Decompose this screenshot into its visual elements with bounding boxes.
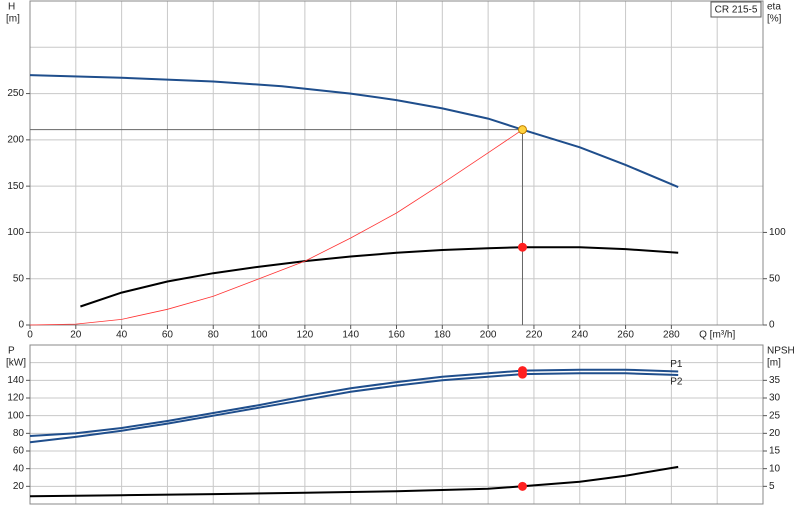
x-tick-label: 180 <box>434 330 451 341</box>
x-tick-label: 200 <box>480 330 497 341</box>
x-tick-label: 140 <box>342 330 359 341</box>
y2-axis-label: NPSH <box>767 346 795 357</box>
series-label: P1 <box>670 359 683 370</box>
y-tick-label: 50 <box>13 273 25 284</box>
x-tick-label: 220 <box>526 330 543 341</box>
y-tick-label: 120 <box>7 393 24 404</box>
operating-point <box>517 481 527 491</box>
y-tick-label: 150 <box>7 181 24 192</box>
series-line <box>80 246 679 308</box>
x-tick-label: 20 <box>70 330 82 341</box>
x-tick-label: 240 <box>571 330 588 341</box>
x-tick-label: 120 <box>297 330 314 341</box>
plot-frame <box>29 344 764 505</box>
y-axis-label: P <box>8 346 15 357</box>
y-tick-label: 250 <box>7 88 24 99</box>
operating-point <box>517 369 527 379</box>
series-line <box>29 368 679 437</box>
series-label: P2 <box>670 377 683 388</box>
x-tick-label: 80 <box>208 330 220 341</box>
x-tick-label: 160 <box>388 330 405 341</box>
y-tick-label: 100 <box>7 227 24 238</box>
y2-tick-label: 5 <box>769 481 775 492</box>
x-tick-label: 0 <box>27 330 33 341</box>
y2-axis-unit: [%] <box>767 14 782 25</box>
series-line <box>29 372 679 444</box>
series-line <box>29 129 523 326</box>
y-axis-label: H <box>8 2 15 13</box>
y-tick-label: 40 <box>13 463 25 474</box>
y2-tick-label: 25 <box>769 410 781 421</box>
y2-tick-label: 10 <box>769 463 781 474</box>
x-tick-label: 60 <box>162 330 174 341</box>
y-tick-label: 80 <box>13 428 25 439</box>
y2-tick-label: 20 <box>769 428 781 439</box>
x-axis-label: Q [m³/h] <box>699 330 735 341</box>
y2-tick-label: 30 <box>769 393 781 404</box>
y2-tick-label: 35 <box>769 375 781 386</box>
y-tick-label: 60 <box>13 446 25 457</box>
y2-axis-label: eta <box>767 2 781 13</box>
x-tick-label: 40 <box>116 330 128 341</box>
y-axis-unit: [kW] <box>6 358 26 369</box>
y-tick-label: 20 <box>13 481 25 492</box>
y-axis-unit: [m] <box>6 14 20 25</box>
y-tick-label: 140 <box>7 375 24 386</box>
legend-label: CR 215-5 <box>715 5 758 16</box>
y2-tick-label: 15 <box>769 446 781 457</box>
operating-point <box>517 242 527 252</box>
legend-box <box>710 1 762 18</box>
series-line <box>29 74 679 189</box>
operating-point <box>517 125 527 135</box>
y2-tick-label: 0 <box>769 320 775 331</box>
y-tick-label: 100 <box>7 410 24 421</box>
y2-axis-unit: [m] <box>767 358 781 369</box>
x-tick-label: 100 <box>251 330 268 341</box>
series-line <box>29 465 679 498</box>
y2-tick-label: 100 <box>769 227 786 238</box>
y-tick-label: 0 <box>18 320 24 331</box>
y-tick-label: 200 <box>7 134 24 145</box>
x-tick-label: 280 <box>663 330 680 341</box>
x-tick-label: 260 <box>617 330 634 341</box>
y2-tick-label: 50 <box>769 273 781 284</box>
